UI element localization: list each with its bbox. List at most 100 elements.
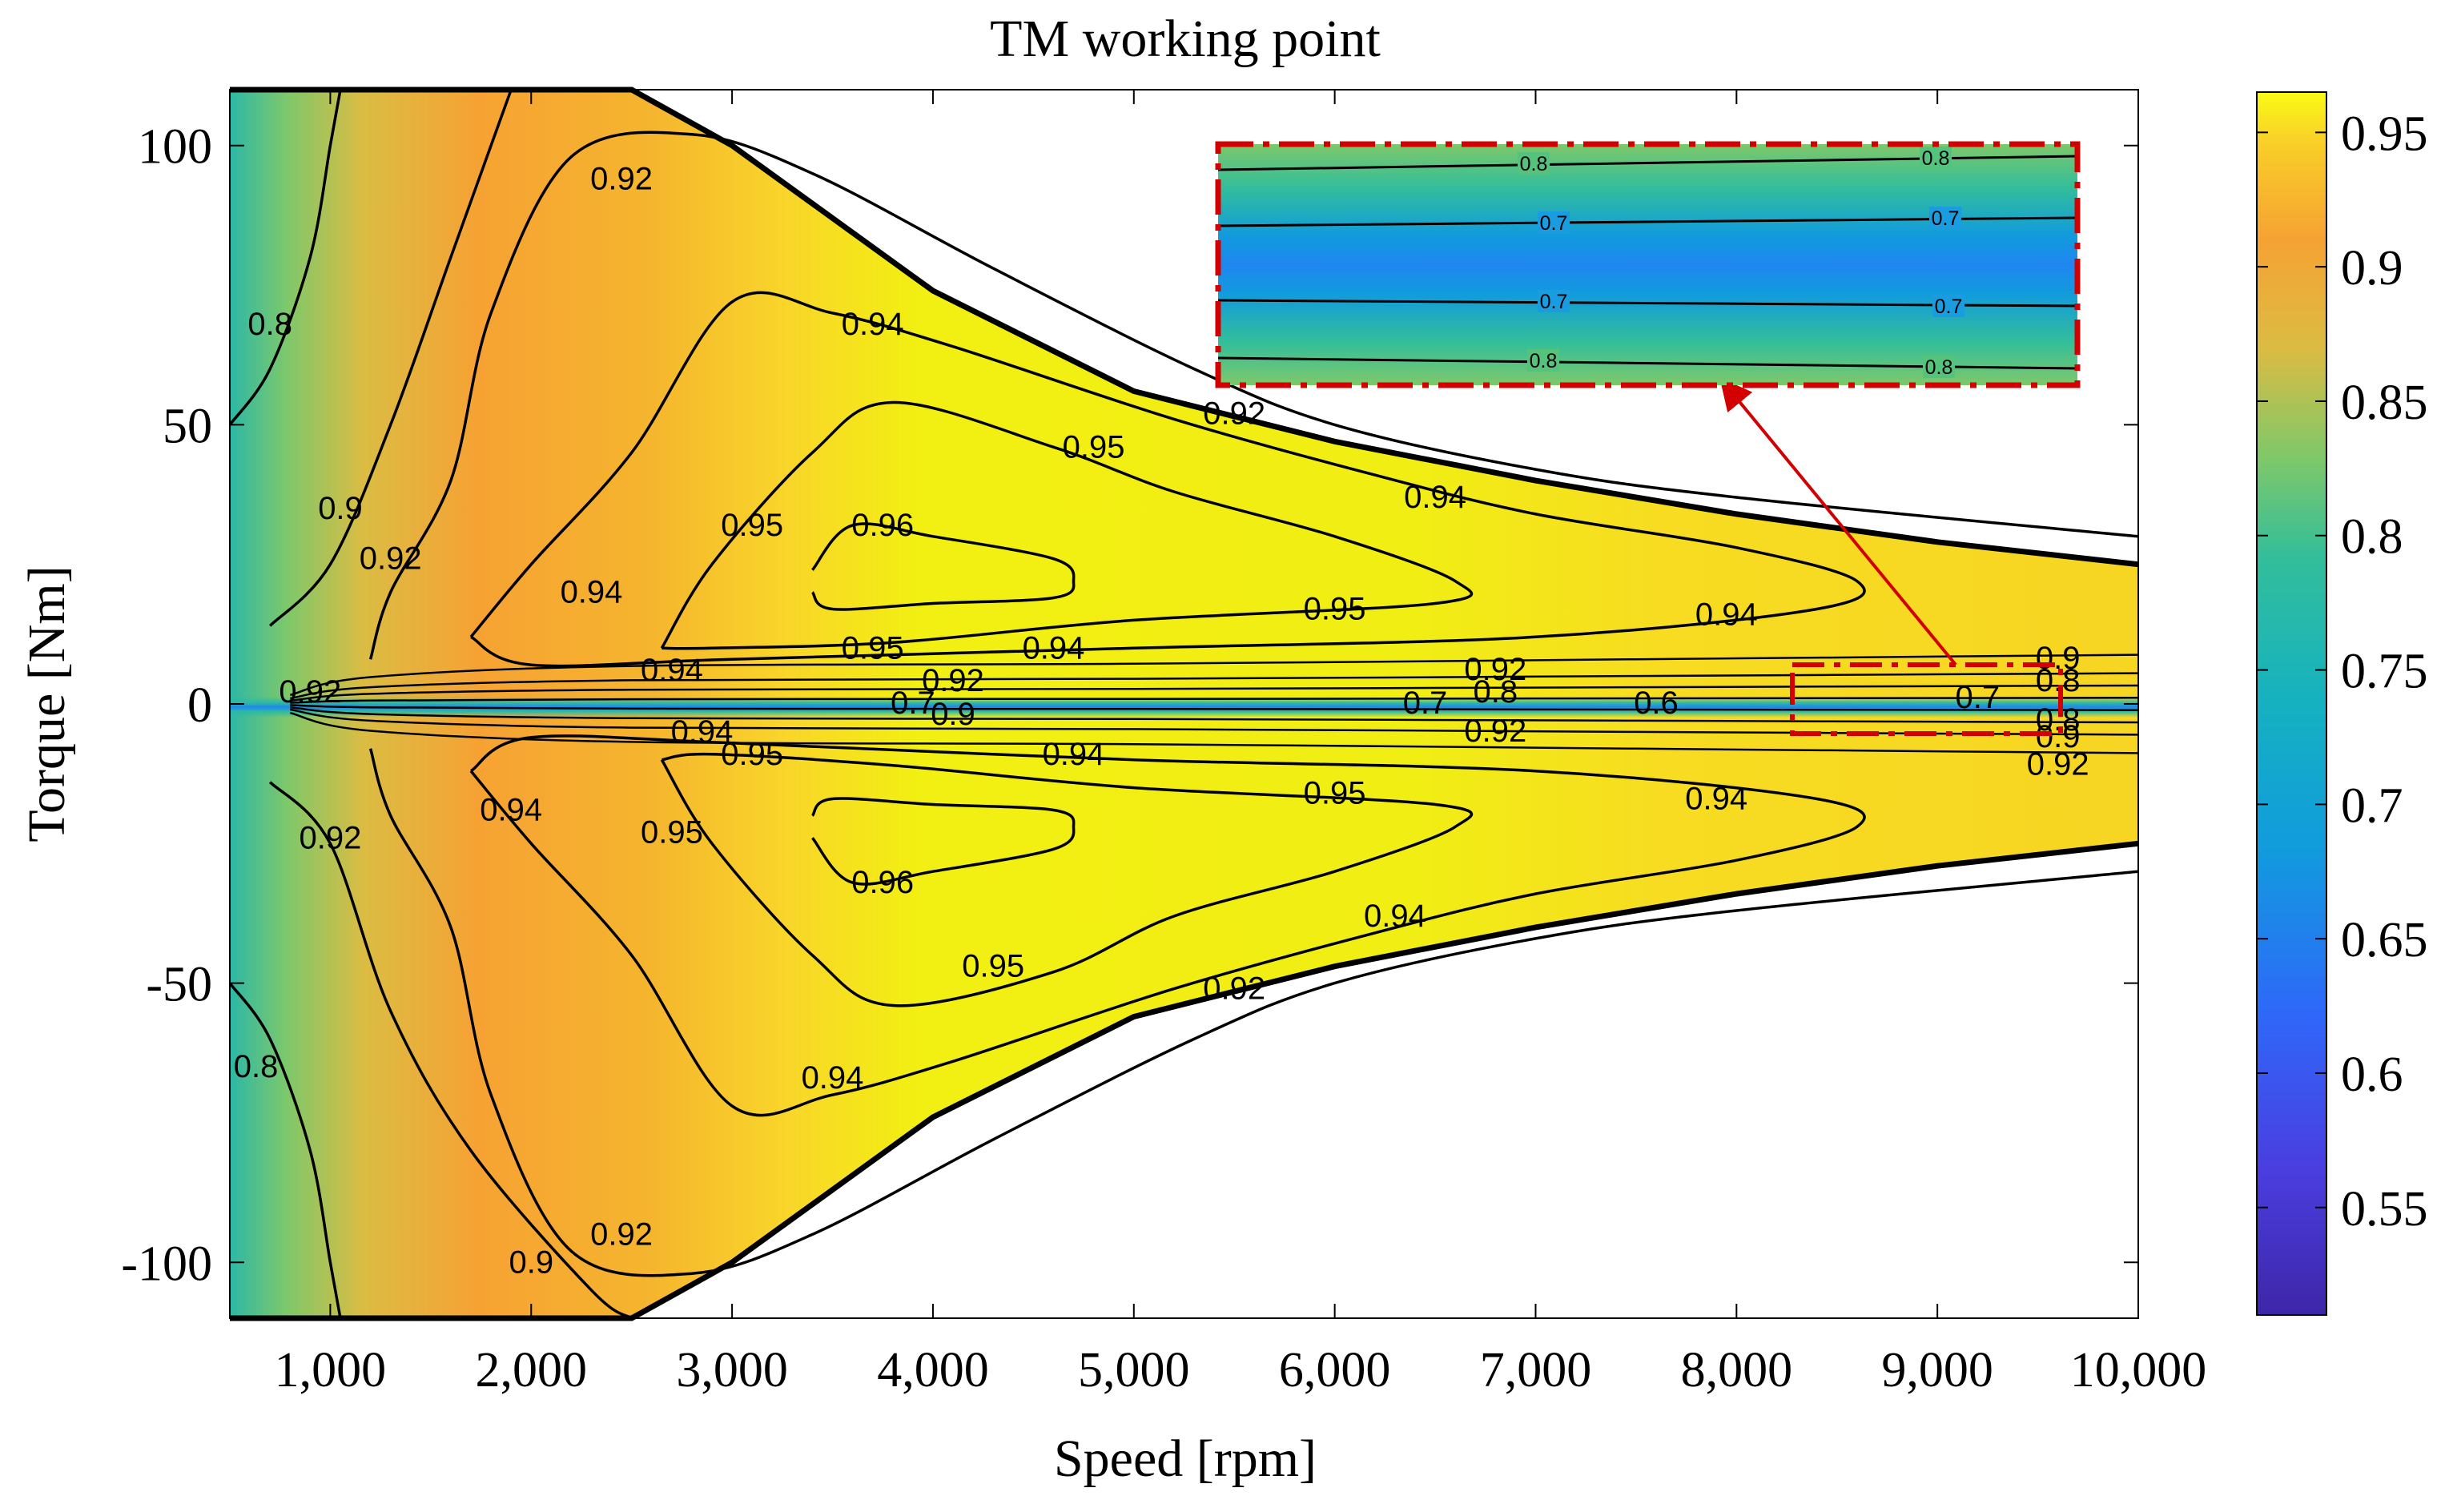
contour-label: 0.94 <box>842 307 904 342</box>
contour-label: 0.95 <box>641 814 703 850</box>
near-zero-contour-label: 0.8 <box>2036 663 2081 698</box>
near-zero-contour-label: 0.92 <box>922 663 984 698</box>
near-zero-contour-label: 0.7 <box>891 686 935 721</box>
chart-title: TM working point <box>990 10 1381 68</box>
x-tick-label: 7,000 <box>1480 1343 1592 1397</box>
colorbar-tick-label: 0.9 <box>2341 241 2403 296</box>
contour-label: 0.95 <box>721 737 783 772</box>
contour-label: 0.94 <box>1043 737 1105 772</box>
contour-label: 0.92 <box>299 820 361 855</box>
contour-line-0_8-11 <box>228 982 342 1319</box>
x-tick-label: 2,000 <box>476 1343 588 1397</box>
colorbar-tick-label: 0.8 <box>2341 510 2403 565</box>
near-zero-contour-label: 0.9 <box>931 697 975 732</box>
center-contour-line <box>290 711 2139 754</box>
contour-label: 0.95 <box>721 508 783 543</box>
near-zero-contour-label: 0.9 <box>2036 641 2081 676</box>
y-axis: 100 50 0 -50 -100 <box>121 120 2138 1291</box>
contour-label: 0.92 <box>590 1216 653 1252</box>
near-zero-contour-label: 0.92 <box>279 674 341 710</box>
zoom-arrow <box>1719 377 1957 666</box>
x-axis-label: Speed [rpm] <box>1054 1430 1317 1488</box>
near-zero-contour-label: 0.92 <box>2027 747 2089 782</box>
contour-label: 0.94 <box>671 714 734 750</box>
y-tick-label: -50 <box>146 958 212 1012</box>
inset-fill <box>1218 144 2077 385</box>
inset-label-bottom-right: 0.8 <box>1925 356 1953 379</box>
inset-border <box>1215 141 2081 388</box>
colorbar-tick-label: 0.85 <box>2341 376 2428 430</box>
inset-label-bg-5 <box>1538 290 1570 312</box>
x-tick-label: 6,000 <box>1279 1343 1391 1397</box>
y-tick-label: 50 <box>163 399 212 453</box>
contour-label: 0.92 <box>1203 396 1265 431</box>
x-axis: 1,000 2,000 3,000 4,000 5,000 6,000 7,000 8,000… <box>275 90 2206 1397</box>
near-zero-contour-label: 0.6 <box>1634 686 1679 721</box>
zoom-inset: 0.8 0.8 0.7 0.7 0.7 0.7 0.8 0.8 <box>1215 141 2081 388</box>
contour-line-0_95-3 <box>660 752 1474 1007</box>
contour-label: 0.92 <box>590 162 653 197</box>
contour-label: 0.94 <box>641 653 703 688</box>
contour-label: 0.96 <box>851 865 914 900</box>
contour-line-0_9-9 <box>268 781 633 1320</box>
inset-label-bottom-left: 0.8 <box>1530 350 1558 372</box>
x-tick-label: 8,000 <box>1681 1343 1793 1397</box>
torque-envelope-line <box>230 86 2139 1321</box>
contour-label: 0.94 <box>1695 597 1758 632</box>
contour-label: 0.95 <box>962 949 1024 984</box>
colorbar-tick-label: 0.7 <box>2341 778 2403 833</box>
colorbar-tick-label: 0.95 <box>2341 107 2428 161</box>
contour-label: 0.94 <box>561 575 623 610</box>
contour-label: 0.94 <box>802 1060 864 1096</box>
inset-label-top-right: 0.8 <box>1922 147 1950 170</box>
x-tick-label: 3,000 <box>676 1343 788 1397</box>
contour-label: 0.95 <box>1063 429 1125 464</box>
contour-label: 0.8 <box>234 1049 279 1084</box>
contour-label: 0.9 <box>509 1245 553 1280</box>
contour-label: 0.94 <box>1023 630 1085 666</box>
inset-label-lower-right: 0.7 <box>1935 296 1963 318</box>
inset-label-bg-6 <box>1932 295 1964 317</box>
contour-line-0_92-7 <box>368 748 2139 1277</box>
y-tick-label: 0 <box>187 678 212 733</box>
colorbar: 0.95 0.9 0.85 0.8 0.75 0.7 0.65 0.6 0.55 <box>2256 91 2428 1316</box>
contour-line-0_96-0 <box>810 522 1076 611</box>
near-zero-contour-label: 0.7 <box>1403 686 1448 721</box>
contour-label: 0.95 <box>1304 592 1366 627</box>
contour-labels: 0.96 0.96 0.95 0.95 0.95 0.95 0.95 0.95 0.95 0.95… <box>234 162 2089 1281</box>
contour-line-0_94-4 <box>469 291 1866 668</box>
near-zero-contour-label: 0.92 <box>1464 652 1526 687</box>
contour-label: 0.9 <box>318 491 363 526</box>
x-tick-label: 9,000 <box>1881 1343 1993 1397</box>
x-tick-label: 1,000 <box>275 1343 387 1397</box>
zoom-region-box <box>1790 662 2063 736</box>
inset-label-bg-8 <box>1923 356 1955 378</box>
colorbar-tick-label: 0.6 <box>2341 1048 2403 1102</box>
inset-label-top-left: 0.8 <box>1520 153 1548 175</box>
contour-label: 0.95 <box>842 630 904 666</box>
colorbar-tick-label: 0.55 <box>2341 1182 2428 1237</box>
x-tick-label: 5,000 <box>1078 1343 1190 1397</box>
inset-label-lower-left: 0.7 <box>1540 291 1568 313</box>
center-contour-line <box>290 653 2139 697</box>
contour-label: 0.92 <box>360 541 422 577</box>
near-zero-contour-label: 0.92 <box>1464 714 1526 749</box>
near-zero-contour-label: 0.7 <box>1955 680 2000 715</box>
inset-label-bg-1 <box>1518 152 1550 175</box>
near-zero-contour-label: 0.9 <box>2036 719 2081 754</box>
contour-label: 0.96 <box>851 508 914 543</box>
contour-line-0_92-6 <box>368 131 2139 660</box>
inset-label-bg-4 <box>1929 207 1961 229</box>
contour-label: 0.94 <box>480 793 542 828</box>
contour-label: 0.95 <box>1304 776 1366 811</box>
y-tick-label: -100 <box>121 1237 212 1291</box>
contour-label: 0.94 <box>1404 480 1466 515</box>
colorbar-tick-label: 0.75 <box>2341 645 2428 699</box>
x-tick-label: 4,000 <box>877 1343 989 1397</box>
contour-line-0_95-2 <box>660 400 1474 650</box>
y-axis-label: Torque [Nm] <box>18 565 76 842</box>
contour-label: 0.92 <box>1203 971 1265 1007</box>
y-tick-label: 100 <box>138 120 212 175</box>
contour-line-0_96-1 <box>810 797 1076 886</box>
